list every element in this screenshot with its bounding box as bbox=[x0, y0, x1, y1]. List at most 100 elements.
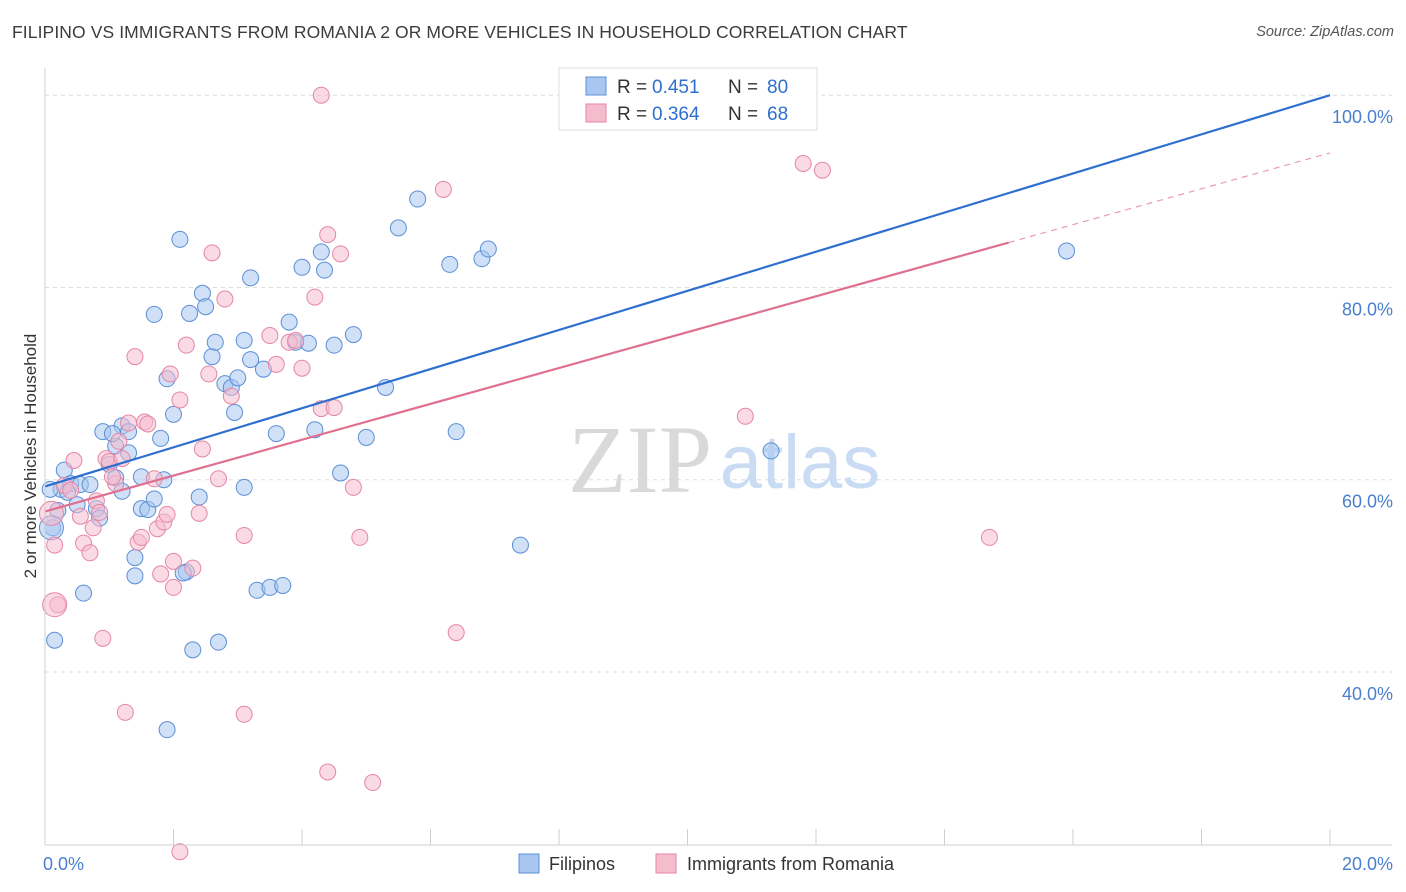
legend-n-label-2: N = bbox=[728, 104, 758, 125]
point-filipinos bbox=[126, 567, 144, 585]
point-romania bbox=[84, 519, 102, 537]
trend-layer bbox=[44, 94, 1331, 513]
point-romania bbox=[222, 387, 240, 405]
grid-layer bbox=[45, 94, 1392, 673]
point-romania bbox=[351, 528, 369, 546]
point-romania bbox=[158, 505, 176, 523]
point-romania bbox=[71, 507, 89, 525]
legend-r-value-2: 0.364 bbox=[652, 104, 700, 125]
point-romania bbox=[306, 288, 324, 306]
point-romania bbox=[344, 478, 362, 496]
point-filipinos bbox=[447, 423, 465, 441]
point-romania bbox=[319, 763, 337, 781]
point-romania bbox=[200, 365, 218, 383]
point-filipinos bbox=[312, 243, 330, 261]
point-romania bbox=[980, 528, 998, 546]
point-romania-large bbox=[38, 500, 64, 526]
point-filipinos bbox=[306, 421, 324, 439]
point-filipinos bbox=[158, 721, 176, 739]
watermark: ZIP atlas bbox=[568, 406, 880, 513]
point-romania bbox=[434, 180, 452, 198]
point-filipinos bbox=[190, 488, 208, 506]
point-filipinos bbox=[126, 549, 144, 567]
point-romania bbox=[94, 629, 112, 647]
point-romania bbox=[190, 504, 208, 522]
legend-r-value-1: 0.451 bbox=[652, 77, 700, 98]
point-romania bbox=[126, 348, 144, 366]
x-tick-label-min: 0.0% bbox=[43, 854, 84, 874]
bottom-legend-label-romania: Immigrants from Romania bbox=[687, 854, 895, 874]
chart-title: FILIPINO VS IMMIGRANTS FROM ROMANIA 2 OR… bbox=[12, 22, 908, 42]
point-romania bbox=[184, 559, 202, 577]
point-romania bbox=[209, 470, 227, 488]
point-romania bbox=[139, 415, 157, 433]
point-romania bbox=[132, 528, 150, 546]
point-romania bbox=[171, 843, 189, 861]
point-filipinos bbox=[274, 576, 292, 594]
y-tick-label: 100.0% bbox=[1332, 107, 1393, 127]
point-romania bbox=[103, 468, 121, 486]
point-filipinos bbox=[242, 351, 260, 369]
point-romania bbox=[312, 86, 330, 104]
point-filipinos bbox=[762, 442, 780, 460]
bottom-legend: Filipinos Immigrants from Romania bbox=[518, 853, 895, 874]
axis-layer: 40.0% 60.0% 80.0% 100.0% 0.0% 20.0% bbox=[43, 68, 1393, 874]
trendline-romania-extension bbox=[1008, 152, 1331, 244]
point-romania bbox=[165, 578, 182, 596]
point-filipinos bbox=[145, 490, 163, 508]
y-tick-label: 80.0% bbox=[1342, 299, 1393, 319]
point-filipinos bbox=[315, 261, 333, 279]
point-romania bbox=[110, 432, 128, 450]
watermark-zip: ZIP bbox=[568, 406, 712, 513]
point-filipinos bbox=[293, 258, 311, 276]
point-romania bbox=[161, 365, 179, 383]
point-filipinos bbox=[206, 333, 224, 351]
point-romania bbox=[813, 161, 831, 179]
point-romania bbox=[65, 452, 83, 469]
stats-legend: R = 0.451 N = 80 R = 0.364 N = 68 bbox=[558, 67, 818, 131]
point-romania bbox=[261, 327, 279, 345]
point-romania bbox=[120, 414, 138, 432]
point-filipinos bbox=[184, 641, 202, 659]
point-filipinos bbox=[171, 230, 189, 248]
bottom-legend-swatch-filipinos bbox=[518, 853, 540, 874]
point-romania bbox=[267, 355, 285, 373]
point-romania bbox=[325, 399, 343, 417]
point-romania bbox=[736, 407, 754, 425]
point-filipinos bbox=[235, 331, 253, 349]
point-romania bbox=[447, 624, 465, 642]
point-filipinos bbox=[389, 219, 407, 237]
chart-source: Source: ZipAtlas.com bbox=[1256, 24, 1394, 40]
point-filipinos bbox=[511, 536, 529, 554]
point-romania bbox=[235, 705, 253, 723]
legend-n-label-1: N = bbox=[728, 77, 758, 98]
point-filipinos bbox=[226, 403, 244, 421]
point-romania bbox=[293, 359, 311, 377]
point-romania bbox=[203, 244, 221, 262]
point-romania bbox=[177, 336, 195, 354]
point-romania bbox=[193, 440, 211, 458]
point-filipinos bbox=[152, 429, 170, 447]
trendline-filipinos bbox=[44, 94, 1331, 488]
point-filipinos bbox=[267, 425, 285, 443]
point-filipinos bbox=[229, 369, 247, 387]
point-filipinos bbox=[145, 305, 163, 323]
legend-r-label-2: R = bbox=[617, 104, 647, 125]
point-filipinos bbox=[235, 478, 253, 496]
point-romania bbox=[62, 481, 80, 499]
point-filipinos bbox=[409, 190, 427, 208]
point-filipinos bbox=[197, 298, 215, 316]
legend-n-value-2: 68 bbox=[767, 104, 788, 125]
points-layer bbox=[38, 86, 1076, 861]
point-romania bbox=[216, 290, 234, 308]
point-filipinos bbox=[344, 326, 362, 344]
point-filipinos bbox=[441, 255, 459, 273]
point-romania bbox=[364, 774, 382, 792]
point-filipinos bbox=[1058, 242, 1076, 260]
point-filipinos bbox=[75, 584, 93, 602]
point-romania bbox=[46, 536, 64, 554]
point-romania bbox=[152, 565, 170, 583]
trendline-romania bbox=[44, 241, 1010, 513]
point-filipinos bbox=[242, 269, 260, 287]
